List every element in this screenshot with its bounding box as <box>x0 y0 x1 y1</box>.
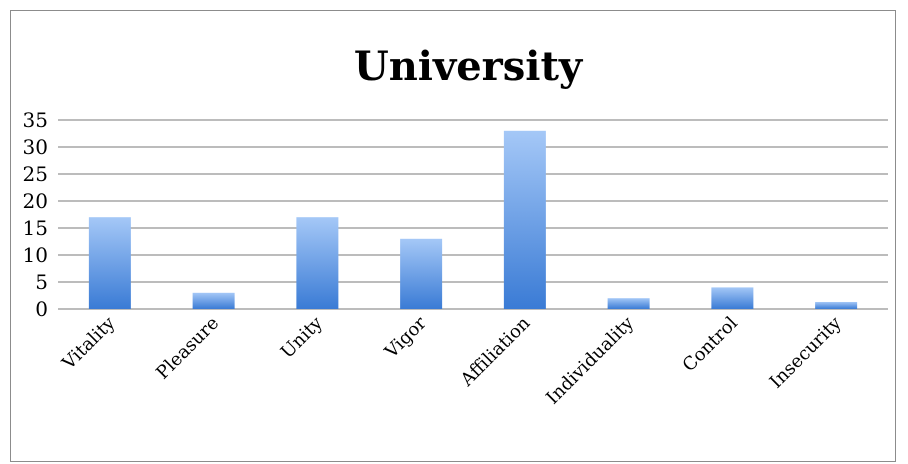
bar-insecurity <box>815 301 858 309</box>
y-tick-label: 5 <box>35 270 48 294</box>
y-tick-label: 0 <box>35 297 48 321</box>
bar-control <box>711 287 754 309</box>
bar-pleasure <box>192 292 235 309</box>
y-tick-label: 20 <box>23 189 48 213</box>
x-tick-label: Insecurity <box>766 312 847 393</box>
y-tick-label: 15 <box>23 216 48 240</box>
x-tick-label: Control <box>679 313 743 377</box>
x-tick-label: Individuality <box>542 312 639 409</box>
y-tick-label: 35 <box>23 108 48 132</box>
chart-title: University <box>354 43 584 90</box>
chart-frame <box>10 10 896 462</box>
y-axis-ticks: 0 5 10 15 20 25 30 35 <box>23 108 48 321</box>
gridlines <box>58 119 888 310</box>
y-tick-label: 30 <box>23 135 48 159</box>
bar-unity <box>296 217 339 309</box>
bar-vitality <box>88 217 131 309</box>
x-tick-label: Affiliation <box>456 312 535 391</box>
y-tick-label: 25 <box>23 162 48 186</box>
x-tick-label: Unity <box>277 312 328 363</box>
bar-individuality <box>607 298 650 309</box>
bar-affiliation <box>503 130 546 309</box>
x-tick-label: Vigor <box>380 312 431 363</box>
y-tick-label: 10 <box>23 243 48 267</box>
bar-vigor <box>400 238 443 309</box>
bars <box>88 130 858 309</box>
x-axis-labels: Vitality Pleasure Unity Vigor Affiliation Ind… <box>58 312 847 409</box>
x-tick-label: Pleasure <box>152 313 223 384</box>
x-tick-label: Vitality <box>58 312 120 374</box>
